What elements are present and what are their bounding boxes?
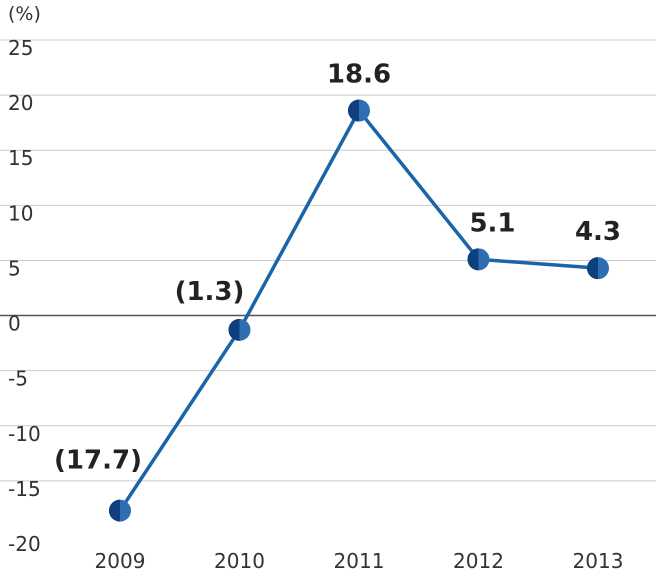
y-tick-label: -20	[8, 532, 41, 556]
data-point	[467, 248, 490, 271]
y-tick-label: 0	[8, 312, 21, 336]
y-tick-label: 5	[8, 256, 21, 280]
x-tick-label: 2012	[453, 549, 504, 572]
x-tick-label: 2010	[214, 549, 265, 572]
y-tick-label: 25	[8, 36, 33, 60]
data-label: 5.1	[469, 208, 515, 238]
data-point	[228, 318, 251, 341]
data-point	[587, 257, 609, 280]
x-tick-label: 2013	[573, 549, 624, 572]
y-tick-label: -5	[8, 367, 28, 391]
y-tick-label: 15	[8, 146, 33, 170]
data-point	[109, 499, 131, 522]
y-tick-label: 20	[8, 91, 33, 115]
x-tick-label: 2011	[334, 549, 385, 572]
y-axis-unit: (%)	[8, 3, 41, 25]
gridlines	[0, 39, 656, 482]
data-label: 4.3	[575, 217, 621, 247]
y-tick-label: 10	[8, 201, 33, 225]
data-label: 18.6	[327, 60, 391, 90]
data-label: (1.3)	[175, 277, 245, 307]
data-markers	[109, 99, 609, 522]
data-labels: (17.7) (1.3) 18.6 5.1 4.3	[54, 60, 621, 476]
y-axis-ticks: 25 20 15 10 5 0 -5 -10 -15 -20	[8, 36, 41, 556]
x-tick-label: 2009	[95, 549, 146, 572]
series-line	[118, 107, 599, 512]
data-point	[348, 99, 370, 122]
x-axis-ticks: 2009 2010 2011 2012 2013	[95, 549, 624, 572]
y-tick-label: -10	[8, 422, 41, 446]
data-label: (17.7)	[54, 446, 142, 476]
y-tick-label: -15	[8, 477, 41, 501]
